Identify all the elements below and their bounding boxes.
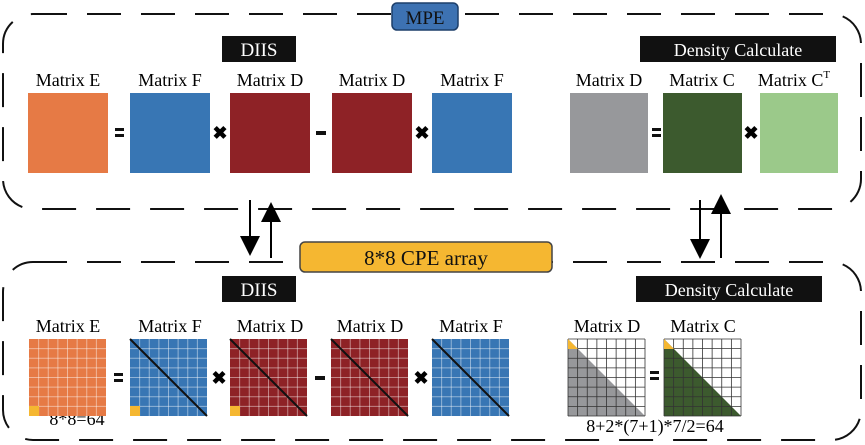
cpe-highlight bbox=[664, 339, 674, 349]
matrix-label: Matrix E bbox=[36, 316, 101, 336]
matrix-grid bbox=[29, 339, 106, 416]
matrix-label: Matrix D bbox=[237, 70, 304, 90]
multiply-icon: ✖ bbox=[211, 368, 226, 388]
matrix-block bbox=[28, 93, 108, 173]
matrix-block bbox=[570, 93, 648, 173]
matrix-label-text: Matrix C bbox=[758, 70, 824, 90]
matrix-block bbox=[332, 93, 412, 173]
matrix-label: Matrix F bbox=[439, 316, 503, 336]
multiply-icon: ✖ bbox=[413, 368, 428, 388]
matrix-label: Matrix F bbox=[138, 70, 202, 90]
minus-icon bbox=[316, 131, 326, 135]
multiply-icon: ✖ bbox=[414, 123, 429, 143]
top-diis-title: DIIS bbox=[241, 40, 278, 61]
matrix-block bbox=[432, 93, 512, 173]
matrix-label: Matrix CT bbox=[758, 69, 831, 90]
cpe-badge: 8*8 CPE array bbox=[299, 241, 553, 273]
top-density-title: Density Calculate bbox=[674, 40, 802, 60]
matrix-label: Matrix F bbox=[138, 316, 202, 336]
matrix-label: Matrix D bbox=[237, 316, 304, 336]
cpe-label: 8*8 CPE array bbox=[364, 246, 488, 270]
bottom-diis-title: DIIS bbox=[241, 280, 278, 301]
density-formula: 8+2*(7+1)*7/2=64 bbox=[586, 416, 723, 437]
diagonal-line bbox=[431, 338, 510, 417]
cpe-highlight bbox=[568, 339, 578, 349]
equals-icon bbox=[115, 134, 124, 137]
matrix-label: Matrix E bbox=[36, 70, 101, 90]
cpe-highlight bbox=[230, 406, 240, 416]
matrix-block bbox=[230, 93, 310, 173]
cpe-highlight bbox=[130, 406, 140, 416]
diagonal-line bbox=[229, 338, 308, 417]
diagonal-line bbox=[330, 338, 409, 417]
equals-icon bbox=[652, 134, 661, 137]
equals-icon bbox=[650, 377, 659, 380]
matrix-label: Matrix D bbox=[574, 316, 641, 336]
matrix-block bbox=[663, 93, 742, 173]
diagonal-line bbox=[129, 338, 208, 417]
matrix-label: Matrix F bbox=[440, 70, 504, 90]
mpe-label: MPE bbox=[405, 8, 444, 29]
matrix-label: Matrix C bbox=[670, 316, 736, 336]
matrix-block bbox=[130, 93, 210, 173]
equals-icon bbox=[650, 371, 659, 374]
matrix-label: Matrix D bbox=[337, 316, 404, 336]
equals-icon bbox=[652, 128, 661, 131]
equals-icon bbox=[114, 379, 123, 382]
equals-icon bbox=[114, 373, 123, 376]
matrix-label: Matrix C bbox=[669, 70, 735, 90]
minus-icon bbox=[315, 376, 325, 380]
matrices: ✖ ✖ ✖ ✖ ✖ bbox=[28, 93, 838, 417]
mpe-badge: MPE bbox=[391, 2, 459, 31]
bottom-density-title: Density Calculate bbox=[665, 280, 793, 300]
matrix-label: Matrix D bbox=[576, 70, 643, 90]
matrix-block bbox=[760, 93, 838, 173]
transpose-superscript: T bbox=[823, 69, 830, 81]
matrix-label: Matrix D bbox=[339, 70, 406, 90]
multiply-icon: ✖ bbox=[212, 123, 227, 143]
multiply-icon: ✖ bbox=[743, 123, 758, 143]
cpe-highlight bbox=[29, 406, 39, 416]
equals-icon bbox=[115, 128, 124, 131]
